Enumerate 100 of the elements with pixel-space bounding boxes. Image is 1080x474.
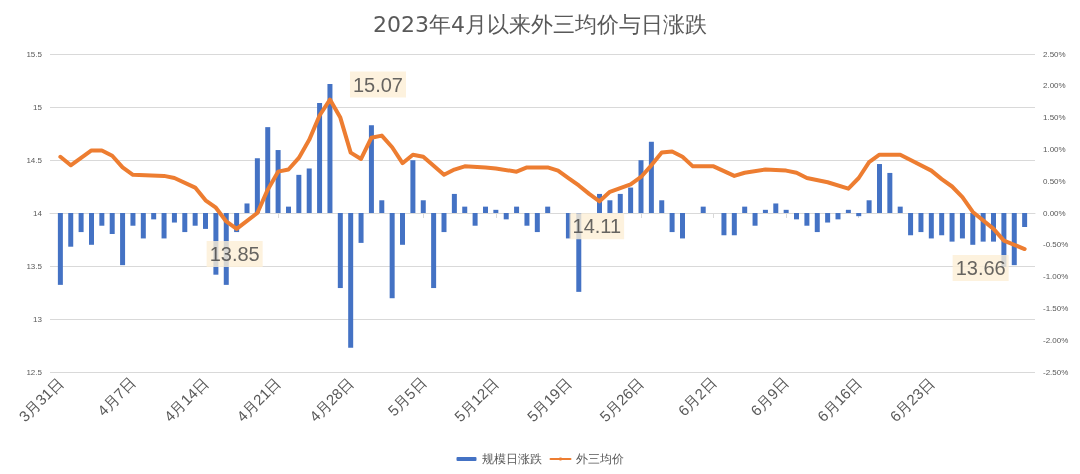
bar bbox=[742, 206, 748, 213]
bar bbox=[358, 213, 364, 243]
bar bbox=[534, 213, 540, 233]
bar bbox=[368, 125, 374, 213]
bar bbox=[762, 209, 768, 213]
y2-tick-label: 1.00% bbox=[1043, 144, 1066, 154]
bar bbox=[783, 209, 789, 213]
x-tick-label: 4月21日 bbox=[233, 373, 285, 425]
bar bbox=[140, 213, 146, 239]
bar bbox=[908, 213, 914, 236]
bar bbox=[57, 213, 63, 285]
bar bbox=[441, 213, 447, 233]
bar bbox=[348, 213, 354, 348]
bar bbox=[472, 213, 478, 226]
bar bbox=[431, 213, 437, 289]
y2-tick-label: -0.50% bbox=[1043, 240, 1069, 250]
bar bbox=[794, 213, 800, 220]
x-tick-label: 6月16日 bbox=[813, 373, 865, 425]
bar bbox=[835, 213, 841, 220]
bar bbox=[773, 203, 779, 213]
bar bbox=[970, 213, 976, 245]
chart-title: 2023年4月以来外三均价与日涨跌 bbox=[373, 11, 707, 37]
bar bbox=[503, 213, 509, 220]
legend-label: 规模日涨跌 bbox=[481, 452, 542, 466]
bar bbox=[897, 206, 903, 213]
annotation: 15.07 bbox=[352, 73, 404, 96]
y2-tick-label: 2.00% bbox=[1043, 81, 1066, 91]
bar bbox=[420, 200, 426, 213]
bar bbox=[628, 187, 634, 213]
y2-tick-label: -2.50% bbox=[1043, 367, 1069, 377]
bar bbox=[275, 150, 281, 213]
bar bbox=[410, 160, 416, 213]
bar bbox=[244, 203, 250, 213]
annotation: 13.85 bbox=[209, 242, 260, 265]
y-tick-label: 13 bbox=[33, 314, 43, 324]
x-tick-label: 6月9日 bbox=[747, 373, 793, 420]
x-tick-label: 4月7日 bbox=[93, 373, 139, 420]
y-tick-label: 14 bbox=[33, 208, 43, 218]
annotation: 13.66 bbox=[955, 257, 1006, 280]
bar bbox=[451, 193, 457, 213]
bar bbox=[88, 213, 94, 245]
bar bbox=[648, 141, 654, 213]
bar bbox=[814, 213, 820, 233]
bar bbox=[607, 200, 613, 213]
bar bbox=[752, 213, 758, 226]
bar bbox=[99, 213, 105, 226]
bar bbox=[721, 213, 727, 236]
bar bbox=[327, 83, 333, 213]
bar bbox=[68, 213, 74, 247]
bar bbox=[109, 213, 115, 234]
bar bbox=[78, 213, 84, 233]
bar bbox=[389, 213, 395, 299]
bar bbox=[545, 206, 551, 213]
bar bbox=[203, 213, 209, 229]
bar bbox=[679, 213, 685, 239]
y2-tick-label: -1.50% bbox=[1043, 303, 1069, 313]
bar bbox=[317, 102, 323, 213]
annotation: 14.11 bbox=[572, 215, 622, 238]
bar bbox=[151, 213, 157, 220]
y2-tick-label: -1.00% bbox=[1043, 272, 1069, 282]
bar bbox=[825, 213, 831, 223]
x-tick-label: 6月23日 bbox=[886, 373, 938, 425]
y-tick-label: 15 bbox=[33, 102, 43, 112]
bar bbox=[192, 213, 198, 226]
bar bbox=[161, 213, 167, 239]
x-tick-label: 5月12日 bbox=[450, 373, 502, 425]
bar bbox=[1011, 213, 1017, 266]
bar bbox=[514, 206, 520, 213]
y-tick-label: 15.5 bbox=[26, 49, 43, 59]
bar bbox=[296, 174, 302, 213]
bar bbox=[949, 213, 955, 242]
bar bbox=[804, 213, 810, 226]
y-tick-label: 13.5 bbox=[26, 261, 43, 271]
legend-label: 外三均价 bbox=[575, 452, 624, 466]
bar bbox=[939, 213, 945, 236]
bar bbox=[462, 206, 468, 213]
x-tick-label: 6月2日 bbox=[674, 373, 720, 420]
bar bbox=[306, 168, 312, 213]
bar bbox=[524, 213, 530, 226]
bar bbox=[659, 200, 665, 213]
y-tick-label: 12.5 bbox=[26, 367, 43, 377]
y2-tick-label: 0.00% bbox=[1043, 208, 1066, 218]
bar bbox=[669, 213, 675, 233]
y2-tick-label: 2.50% bbox=[1043, 49, 1066, 59]
bar bbox=[120, 213, 126, 266]
bar bbox=[700, 206, 706, 213]
bar bbox=[1022, 213, 1028, 227]
bar bbox=[182, 213, 188, 233]
x-tick-label: 5月26日 bbox=[596, 373, 648, 425]
bar bbox=[400, 213, 406, 245]
y2-tick-label: 1.50% bbox=[1043, 113, 1066, 123]
bar bbox=[845, 209, 851, 213]
y2-tick-label: -2.00% bbox=[1043, 335, 1069, 345]
bar bbox=[918, 213, 924, 233]
y2-tick-label: 0.50% bbox=[1043, 176, 1066, 186]
bar bbox=[379, 200, 385, 213]
bar bbox=[254, 158, 260, 213]
x-tick-label: 4月28日 bbox=[305, 373, 357, 425]
bar bbox=[876, 164, 882, 213]
bar bbox=[887, 172, 893, 213]
